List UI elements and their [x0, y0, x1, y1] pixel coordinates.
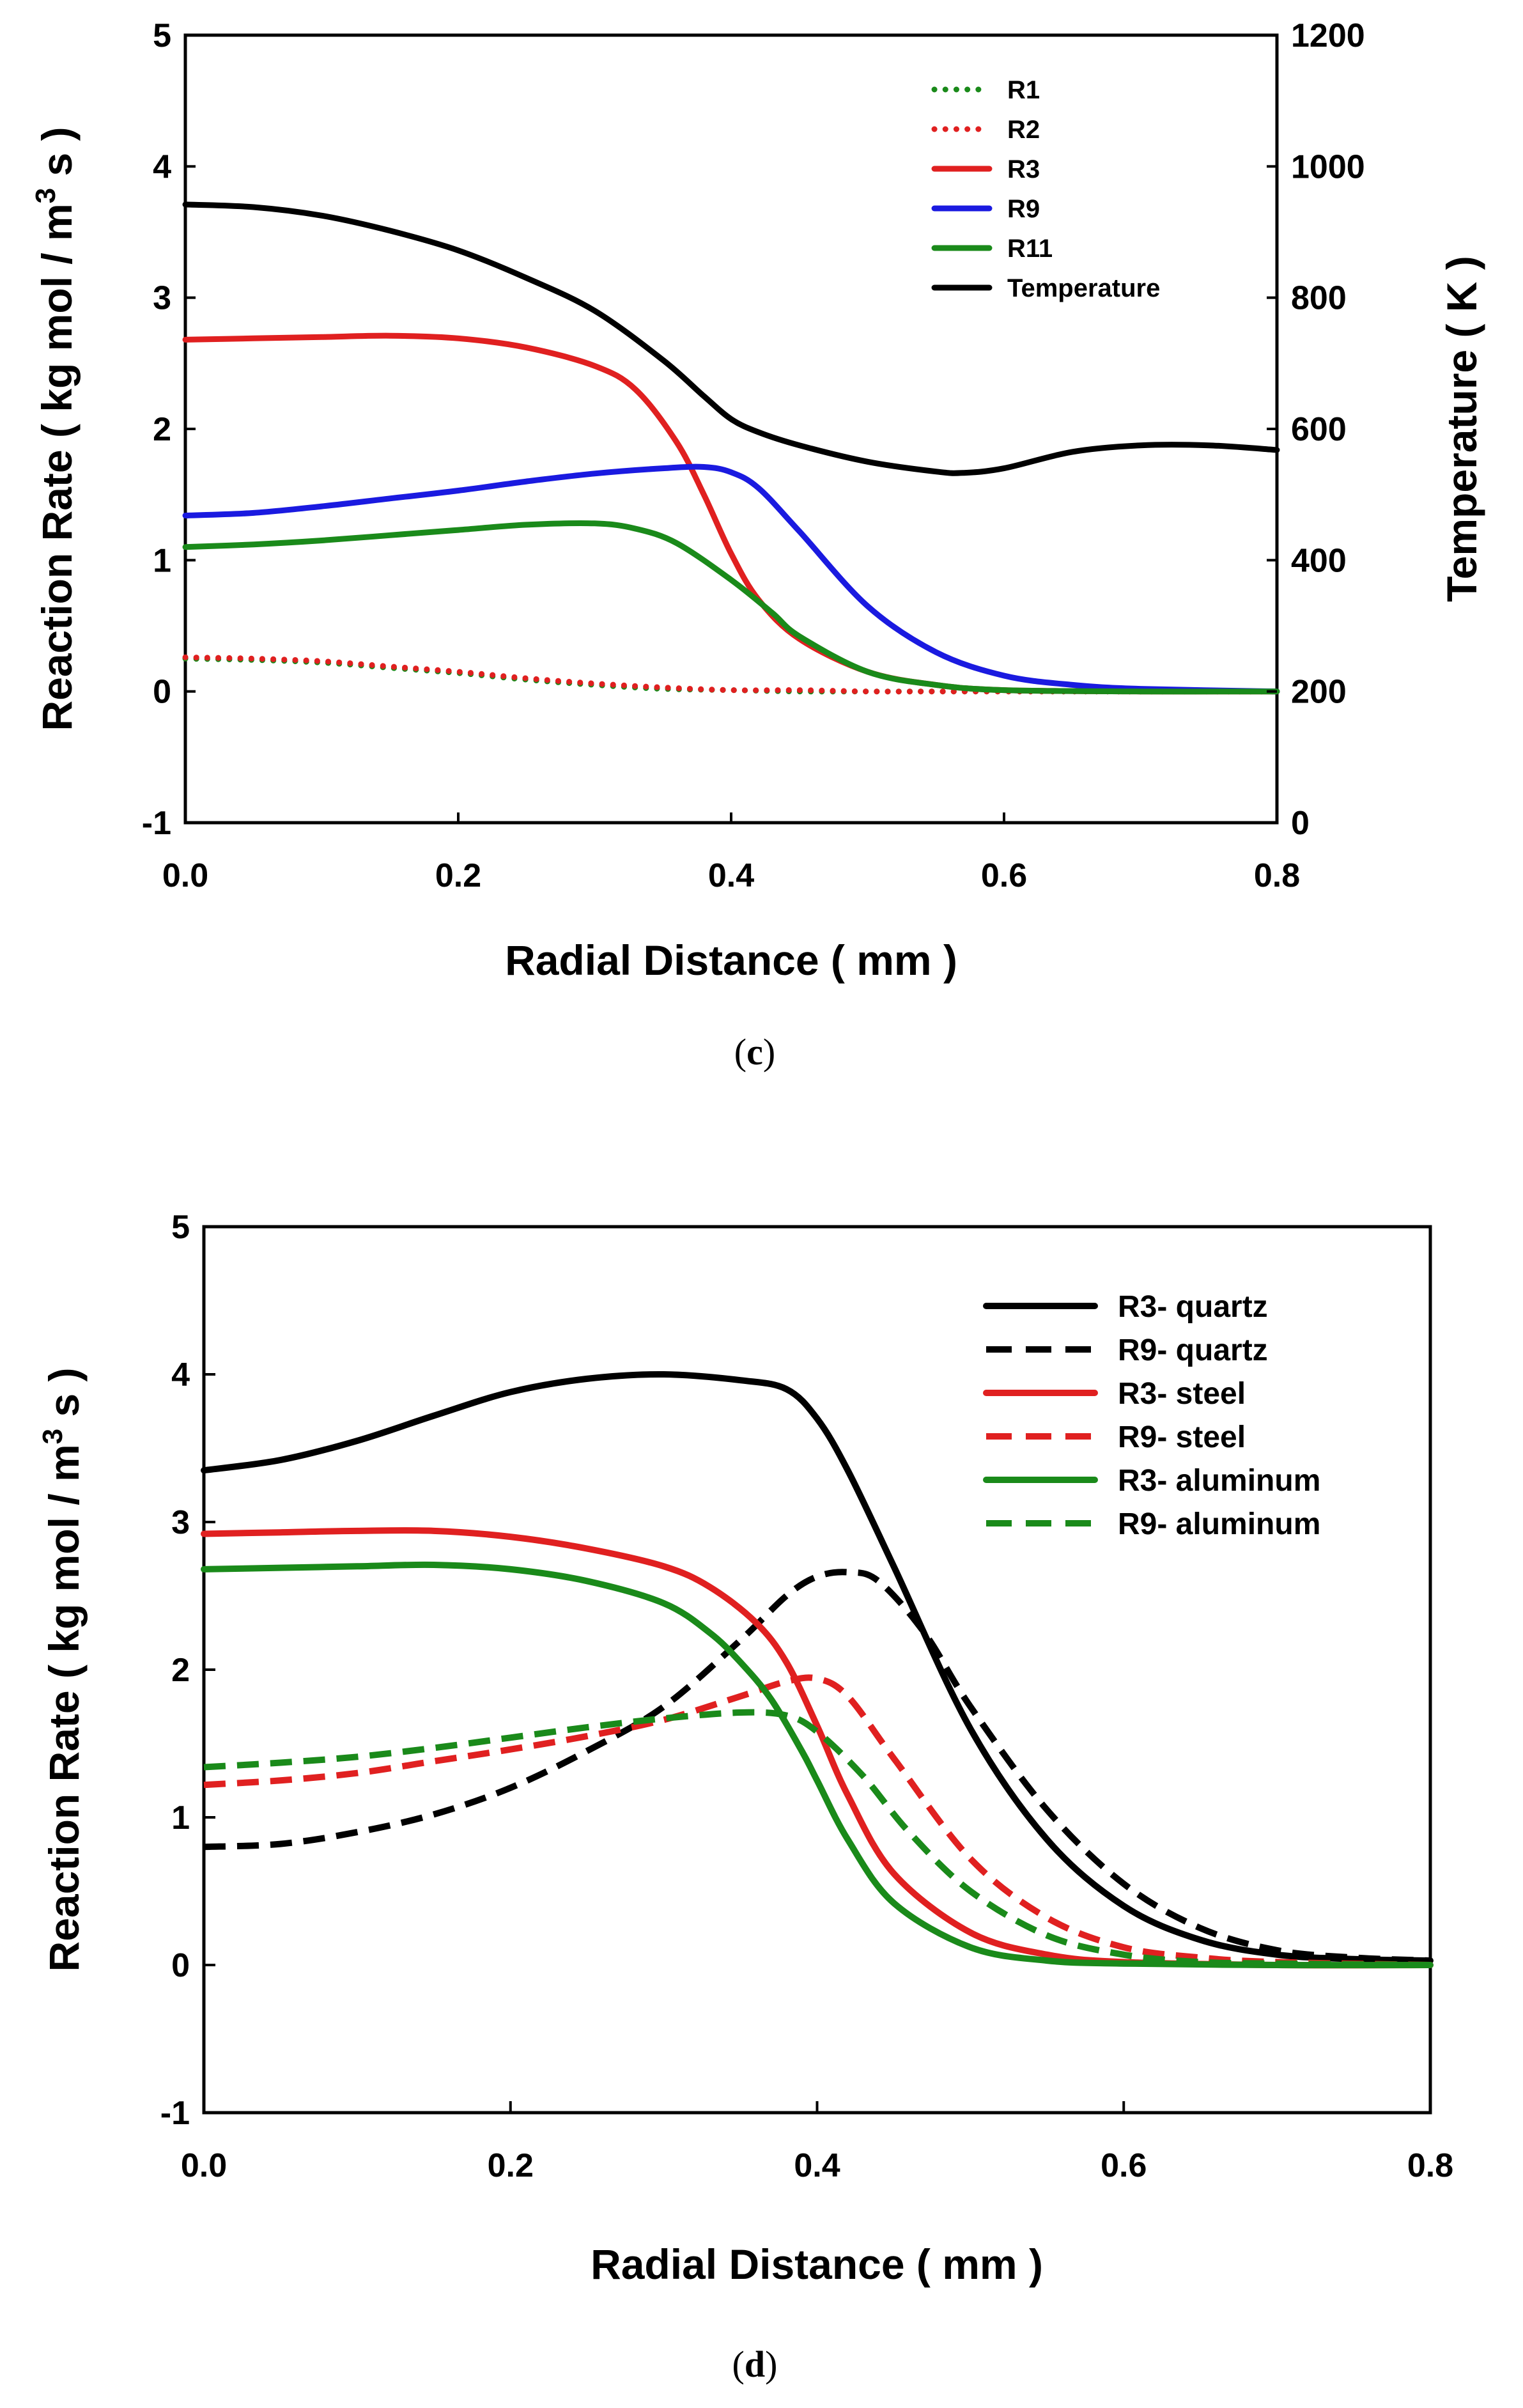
x-ticks-c: 0.0 0.2 0.4 0.6 0.8 [162, 812, 1300, 894]
x-axis-title-c: Radial Distance ( mm ) [505, 936, 957, 984]
series-line-r3 [182, 332, 1280, 695]
legend-label-r3-steel: R3- steel [1118, 1377, 1246, 1411]
y2-ticks-c: 0 200 400 600 800 1000 1200 [1267, 17, 1365, 842]
series-line-temperature [182, 201, 1280, 476]
y-tick-label: 1 [153, 542, 171, 579]
y-tick-label: -1 [160, 2095, 190, 2132]
series-line-r9-aluminum [203, 1709, 1431, 1968]
x-tick-label: 0.2 [435, 857, 481, 894]
x-tick-label: 0.0 [162, 857, 208, 894]
series-line-r3-quartz [201, 1371, 1434, 1964]
plot-frame-c [183, 33, 1279, 825]
x-ticks-d: 0.0 0.2 0.4 0.6 0.8 [181, 2101, 1453, 2184]
x-tick-label: 0.8 [1407, 2147, 1453, 2184]
series-line-r3-aluminum [201, 1561, 1434, 1969]
series-line-r2 [182, 654, 1280, 695]
y-tick-label: 0 [171, 1947, 190, 1984]
y2-axis-title-c: Temperature ( K ) [1438, 256, 1485, 602]
legend-label-temperature: Temperature [1007, 274, 1160, 302]
legend-label-r2: R2 [1007, 116, 1040, 144]
legend-label-r9: R9 [1007, 195, 1040, 223]
legend-c: R1 R2 R3 R9 R11 Temperature [931, 76, 1160, 302]
x-tick-label: 0.0 [181, 2147, 227, 2184]
series-line-r11 [182, 520, 1280, 695]
y-tick-label: 3 [171, 1504, 190, 1541]
legend-label-r11: R11 [1007, 235, 1053, 263]
legend-label-r9-quartz: R9- quartz [1118, 1333, 1268, 1367]
legend-label-r3: R3 [1007, 155, 1040, 183]
y2-tick-label: 800 [1291, 280, 1347, 317]
y-tick-label: 4 [171, 1356, 190, 1394]
y2-tick-label: 400 [1291, 542, 1347, 579]
x-axis-title-d: Radial Distance ( mm ) [591, 2241, 1043, 2288]
y-ticks-c: -1 0 1 2 3 4 5 [142, 17, 196, 842]
y2-tick-label: 1000 [1291, 148, 1365, 185]
y-tick-label: 0 [153, 674, 171, 711]
y-tick-label: 2 [171, 1652, 190, 1689]
legend-label-r9-steel: R9- steel [1118, 1420, 1246, 1454]
y-tick-label: 5 [171, 1209, 190, 1246]
y-tick-label: 2 [153, 411, 171, 448]
legend-label-r3-quartz: R3- quartz [1118, 1290, 1268, 1324]
legend-label-r1: R1 [1007, 76, 1040, 104]
chart-panel-c: -1 0 1 2 3 4 5 0 200 400 600 800 1000 1200 0.0 0.2 0.4… [30, 17, 1485, 1073]
series-group-c [182, 201, 1280, 695]
y-axis-title-c: Reaction Rate ( kg mol / m3 s ) [30, 127, 81, 731]
x-tick-label: 0.8 [1254, 857, 1300, 894]
y2-tick-label: 1200 [1291, 17, 1365, 54]
legend-d: R3- quartz R9- quartz R3- steel R9- steel R3… [983, 1290, 1320, 1541]
caption-d: (d) [732, 2343, 778, 2385]
y2-tick-label: 200 [1291, 674, 1347, 711]
y-tick-label: 4 [153, 148, 171, 185]
series-group-d [201, 1371, 1434, 1969]
y-ticks-d: -1 0 1 2 3 4 5 [160, 1209, 215, 2132]
caption-c: (c) [734, 1031, 775, 1073]
x-tick-label: 0.4 [794, 2147, 840, 2184]
x-tick-label: 0.2 [488, 2147, 534, 2184]
x-tick-label: 0.6 [981, 857, 1027, 894]
y-tick-label: 3 [153, 280, 171, 317]
series-line-r9 [182, 463, 1280, 695]
series-line-r9-steel [203, 1674, 1431, 1968]
chart-panel-d: -1 0 1 2 3 4 5 0.0 0.2 0.4 0.6 0.8 Radial Distance… [37, 1209, 1453, 2385]
series-line-r3-steel [201, 1527, 1434, 1969]
y2-tick-label: 600 [1291, 411, 1347, 448]
legend-label-r9-aluminum: R9- aluminum [1118, 1507, 1320, 1541]
y2-tick-label: 0 [1291, 805, 1310, 842]
series-line-r9-quartz [203, 1569, 1431, 1964]
y-tick-label: 5 [153, 17, 171, 54]
x-tick-label: 0.4 [708, 857, 754, 894]
y-tick-label: -1 [142, 805, 171, 842]
legend-label-r3-aluminum: R3- aluminum [1118, 1464, 1320, 1498]
x-tick-label: 0.6 [1101, 2147, 1147, 2184]
y-axis-title-d: Reaction Rate ( kg mol / m3 s ) [37, 1367, 88, 1971]
y-tick-label: 1 [171, 1799, 190, 1837]
